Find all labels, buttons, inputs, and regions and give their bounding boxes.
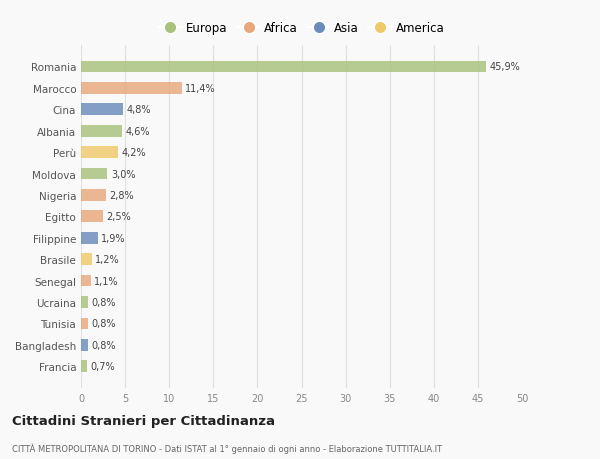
Text: 2,5%: 2,5% xyxy=(107,212,131,222)
Bar xyxy=(81,126,122,137)
Text: 4,8%: 4,8% xyxy=(127,105,151,115)
Text: CITTÀ METROPOLITANA DI TORINO - Dati ISTAT al 1° gennaio di ogni anno - Elaboraz: CITTÀ METROPOLITANA DI TORINO - Dati IST… xyxy=(12,442,442,453)
Text: Cittadini Stranieri per Cittadinanza: Cittadini Stranieri per Cittadinanza xyxy=(12,414,275,428)
Text: 1,1%: 1,1% xyxy=(94,276,119,286)
Bar xyxy=(81,318,88,330)
Text: 0,7%: 0,7% xyxy=(91,361,115,371)
Text: 4,6%: 4,6% xyxy=(125,126,149,136)
Bar xyxy=(81,147,118,159)
Bar xyxy=(81,83,182,95)
Bar xyxy=(81,361,87,372)
Text: 1,9%: 1,9% xyxy=(101,233,126,243)
Text: 0,8%: 0,8% xyxy=(92,319,116,329)
Text: 0,8%: 0,8% xyxy=(92,340,116,350)
Bar xyxy=(81,254,92,265)
Bar xyxy=(81,104,124,116)
Bar xyxy=(81,168,107,180)
Bar xyxy=(81,211,103,223)
Bar xyxy=(81,62,486,73)
Text: 4,2%: 4,2% xyxy=(122,148,146,158)
Text: 1,2%: 1,2% xyxy=(95,255,120,264)
Text: 11,4%: 11,4% xyxy=(185,84,216,94)
Bar xyxy=(81,232,98,244)
Legend: Europa, Africa, Asia, America: Europa, Africa, Asia, America xyxy=(154,17,449,40)
Bar xyxy=(81,275,91,287)
Bar xyxy=(81,339,88,351)
Bar xyxy=(81,190,106,202)
Bar xyxy=(81,297,88,308)
Text: 0,8%: 0,8% xyxy=(92,297,116,308)
Text: 2,8%: 2,8% xyxy=(109,190,134,201)
Text: 3,0%: 3,0% xyxy=(111,169,136,179)
Text: 45,9%: 45,9% xyxy=(490,62,520,73)
